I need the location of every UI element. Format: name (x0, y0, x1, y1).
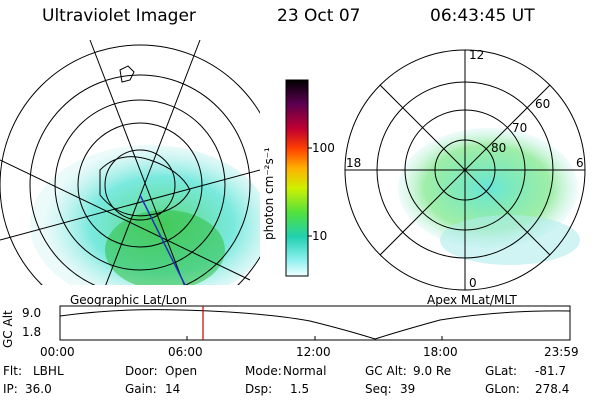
lat-circle-2 (54, 99, 226, 271)
alt-xtick-3: 18:00 (423, 345, 458, 359)
mlat-label-80: 80 (491, 141, 507, 155)
altitude-plot (59, 305, 571, 341)
door-value: Open (165, 364, 198, 378)
seq-label: Seq: (365, 382, 392, 396)
mlt-label-left: 18 (346, 156, 362, 170)
mlat-label-70: 70 (512, 121, 528, 135)
glon-label: GLon: (485, 382, 520, 396)
aurora-tail-right (440, 215, 580, 265)
glat-label: GLat: (485, 364, 518, 378)
apex-caption: Apex MLat/MLT (427, 293, 517, 307)
seq-value: 39 (400, 382, 416, 396)
coastline (99, 65, 191, 217)
sun-direction-line (139, 194, 186, 285)
ip-value: 36.0 (25, 382, 52, 396)
flt-label: Flt: (3, 364, 22, 378)
glon-value: 278.4 (535, 382, 570, 396)
mlt-label-right: 6 (576, 156, 584, 170)
map-outer-circle (0, 44, 260, 285)
colorbar-unit-label: photon cm⁻²s⁻¹ (262, 147, 276, 240)
meridian-1 (0, 169, 260, 241)
geographic-caption: Geographic Lat/Lon (70, 293, 188, 307)
altitude-curve (59, 309, 571, 340)
apex-map (344, 49, 586, 291)
colorbar-tick-100: 100 (312, 141, 335, 155)
meridian-4 (105, 40, 201, 285)
mlt-label-top: 12 (469, 48, 485, 62)
flt-value: LBHL (33, 364, 64, 378)
aurora-core-left (105, 210, 225, 285)
alt-ytick-low: 1.8 (22, 325, 42, 339)
ip-label: IP: (3, 382, 18, 396)
dsp-label: Dsp: (245, 382, 273, 396)
alt-xtick-0: 00:00 (40, 345, 75, 359)
colorbar (285, 79, 312, 277)
time-label: 06:43:45 UT (430, 6, 535, 26)
colorbar-tick-10: 10 (312, 229, 328, 243)
alt-ylabel: GC Alt (1, 310, 15, 348)
alt-ytick-high: 9.0 (22, 306, 42, 320)
dsp-value: 1.5 (290, 382, 310, 396)
date-label: 23 Oct 07 (277, 6, 361, 26)
mlt-line-diag-2 (379, 84, 551, 256)
geographic-map (0, 40, 260, 285)
gcalt-value: 9.0 Re (413, 364, 452, 378)
lat-circle-1 (29, 74, 251, 285)
alt-xtick-2: 12:00 (296, 345, 331, 359)
door-label: Door: (125, 364, 158, 378)
alt-xtick-1: 06:00 (168, 345, 203, 359)
gain-value: 14 (165, 382, 181, 396)
alt-xtick-4: 23:59 (544, 345, 579, 359)
mode-label: Mode: (245, 364, 282, 378)
gain-label: Gain: (125, 382, 157, 396)
lat-circle-4 (104, 149, 176, 221)
glat-value: -81.7 (535, 364, 567, 378)
mlat-label-60: 60 (535, 97, 551, 111)
meridian-2 (0, 159, 251, 281)
mlt-label-bottom: 0 (469, 276, 477, 290)
mode-value: Normal (283, 364, 327, 378)
meridian-3 (89, 40, 185, 285)
lat-circle-3 (77, 122, 203, 248)
gcalt-label: GC Alt: (365, 364, 407, 378)
instrument-title: Ultraviolet Imager (42, 6, 196, 26)
